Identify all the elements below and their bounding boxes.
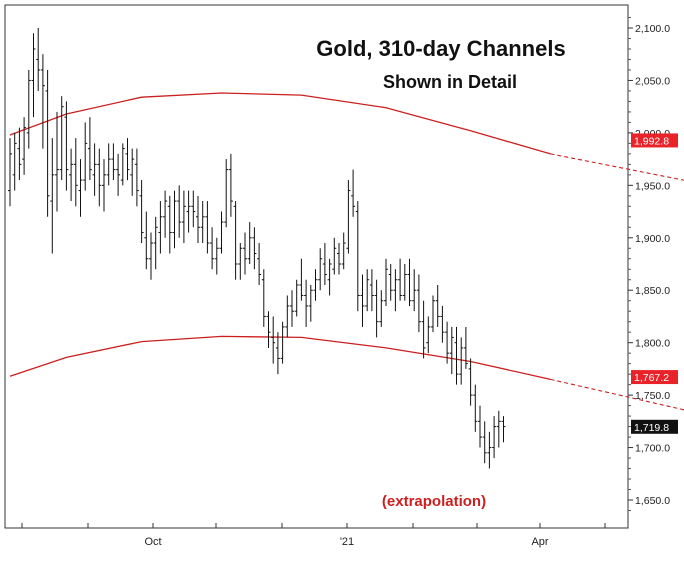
chart-title: Gold, 310-day Channels <box>316 36 565 61</box>
price-tag-label: 1,767.2 <box>634 372 669 384</box>
y-tick-label: 1,650.0 <box>635 495 670 507</box>
price-labels: 1,992.8 1,767.2 1,719.8 <box>631 133 678 433</box>
y-tick-label: 1,850.0 <box>635 285 670 297</box>
y-tick-label: 1,900.0 <box>635 233 670 245</box>
chart-subtitle: Shown in Detail <box>383 72 517 92</box>
y-axis: 2,100.02,050.02,000.01,950.01,900.01,850… <box>628 18 670 511</box>
plot-frame <box>5 5 628 528</box>
y-tick-label: 2,100.0 <box>635 23 670 35</box>
y-tick-label: 1,950.0 <box>635 180 670 192</box>
price-tag: 1,992.8 <box>631 133 678 147</box>
x-tick-label: Oct <box>144 536 161 548</box>
y-tick-label: 2,050.0 <box>635 75 670 87</box>
price-tag-label: 1,992.8 <box>634 135 669 147</box>
price-tag: 1,767.2 <box>631 370 678 384</box>
x-tick-label: '21 <box>340 536 354 548</box>
y-tick-label: 1,800.0 <box>635 338 670 350</box>
price-tag-label: 1,719.8 <box>634 422 669 434</box>
x-tick-label: Apr <box>531 536 548 548</box>
y-tick-label: 1,750.0 <box>635 390 670 402</box>
extrapolation-annotation: (extrapolation) <box>382 493 486 510</box>
price-tag: 1,719.8 <box>631 420 678 434</box>
y-tick-label: 1,700.0 <box>635 443 670 455</box>
